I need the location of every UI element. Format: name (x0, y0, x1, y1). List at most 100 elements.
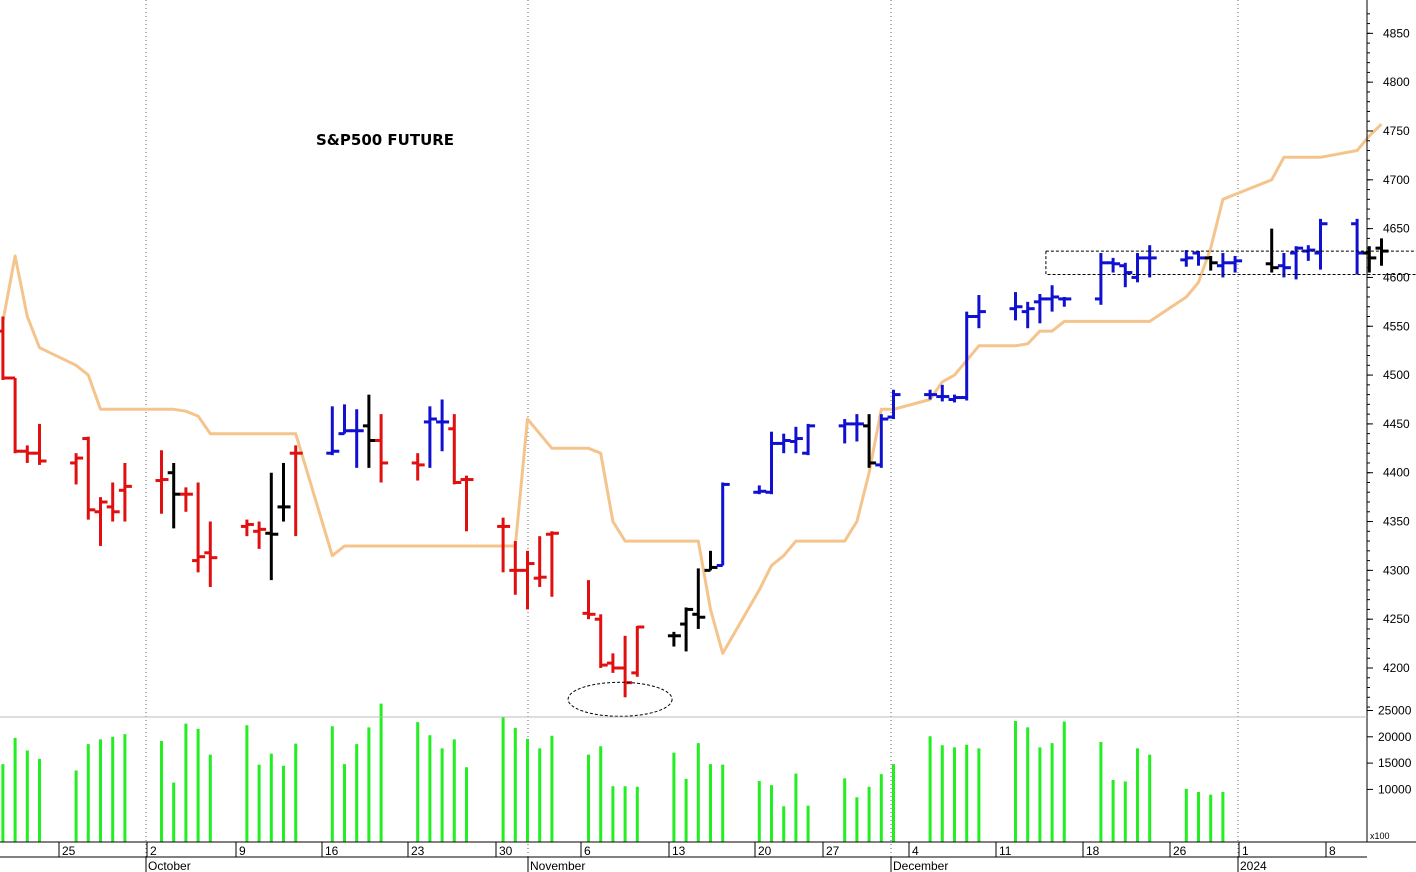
date-tick-label: 26 (1173, 844, 1187, 858)
ohlc-bar (1180, 250, 1194, 267)
date-tick-label: 25 (62, 844, 76, 858)
ohlc-bar (1351, 218, 1365, 275)
price-tick-label: 4200 (1383, 661, 1410, 675)
date-tick-label: 2 (150, 844, 157, 858)
month-label: October (148, 859, 191, 872)
ohlc-bar (1058, 296, 1072, 307)
ohlc-bar (9, 376, 23, 454)
ohlc-bar (338, 404, 352, 436)
ohlc-bar (582, 580, 596, 620)
ohlc-bar (1363, 246, 1377, 273)
date-tick-label: 1 (1242, 844, 1249, 858)
price-tick-label: 4800 (1383, 75, 1410, 89)
ohlc-bar (155, 450, 169, 514)
ohlc-bar (1302, 245, 1316, 261)
ohlc-bar (692, 568, 706, 629)
ohlc-bar (521, 550, 535, 610)
price-tick-label: 4250 (1383, 612, 1410, 626)
ohlc-bar (277, 462, 291, 522)
ohlc-bar (802, 423, 816, 456)
ohlc-bar (533, 536, 547, 587)
ohlc-bar (680, 607, 694, 652)
ohlc-bar (106, 482, 120, 522)
price-tick-label: 4650 (1383, 222, 1410, 236)
ohlc-bar (1204, 255, 1218, 271)
ohlc-bar (972, 295, 986, 329)
ma-series-line (1, 123, 1383, 655)
ohlc-bar (1314, 218, 1328, 270)
ohlc-bar (960, 311, 974, 401)
ohlc-bar (667, 631, 681, 647)
price-tick-label: 4750 (1383, 124, 1410, 138)
ohlc-bar (1046, 285, 1060, 312)
ohlc-bar (789, 426, 803, 454)
date-tick-label: 8 (1329, 844, 1336, 858)
ohlc-bar (863, 414, 877, 468)
volume-bars (1, 703, 1225, 842)
ohlc-bar (838, 419, 852, 444)
ohlc-bar (497, 517, 511, 573)
moving-average-line (1, 123, 1383, 655)
month-label: December (893, 859, 948, 872)
date-tick-label: 27 (826, 844, 840, 858)
ohlc-bar (1021, 301, 1035, 329)
volume-tick-label: 15000 (1378, 756, 1412, 770)
ohlc-bar (253, 521, 267, 549)
ohlc-bar (1094, 253, 1108, 305)
price-bars (0, 218, 1389, 698)
ohlc-bar (82, 436, 96, 520)
ohlc-bar (179, 487, 193, 512)
ohlc-bar (204, 521, 218, 587)
ohlc-bar (594, 614, 608, 668)
ohlc-bar (936, 384, 950, 402)
ohlc-bar (70, 453, 84, 485)
ohlc-bar (1192, 251, 1206, 266)
ohlc-bar (362, 394, 376, 468)
ohlc-bar (1143, 245, 1157, 278)
ohlc-bar (1216, 253, 1230, 278)
date-tick-label: 30 (499, 844, 513, 858)
ohlc-bar (606, 653, 620, 673)
ohlc-bar (411, 453, 425, 481)
ohlc-bar (545, 531, 559, 597)
ohlc-bar (94, 497, 108, 546)
date-tick-label: 18 (1086, 844, 1100, 858)
volume-tick-label: 10000 (1378, 782, 1412, 796)
ohlc-bar (753, 485, 767, 495)
date-tick-label: 6 (584, 844, 591, 858)
ohlc-bar (1375, 238, 1389, 266)
low-highlight-ellipse (567, 681, 673, 717)
chart-title: S&P500 FUTURE (316, 131, 454, 149)
ohlc-bar (1009, 292, 1023, 321)
ohlc-bar (1229, 255, 1243, 273)
ohlc-bar (887, 389, 901, 420)
ohlc-bar (1131, 253, 1145, 283)
ohlc-bar (619, 635, 633, 698)
ohlc-bar (240, 519, 254, 537)
price-tick-label: 4450 (1383, 417, 1410, 431)
ohlc-bar (0, 316, 10, 380)
price-tick-label: 4300 (1383, 563, 1410, 577)
annotations (567, 250, 1416, 717)
ohlc-bar (875, 414, 889, 468)
month-label: 2024 (1240, 859, 1267, 872)
ohlc-bar (631, 625, 645, 677)
ohlc-bar (704, 550, 718, 572)
volume-tick-label: 20000 (1378, 730, 1412, 744)
date-tick-label: 13 (672, 844, 686, 858)
date-tick-label: 16 (325, 844, 339, 858)
ohlc-bar (924, 389, 938, 400)
ohlc-bar (167, 462, 181, 529)
volume-unit-label: x100 (1370, 831, 1390, 841)
price-tick-label: 4600 (1383, 270, 1410, 284)
ohlc-bar (265, 472, 279, 581)
ohlc-bar (448, 414, 462, 485)
ohlc-bar (777, 433, 791, 454)
ohlc-bar (423, 406, 437, 468)
ohlc-bar (1277, 253, 1291, 278)
gridlines (145, 0, 1239, 872)
month-label: November (530, 859, 585, 872)
ohlc-bar (1033, 294, 1047, 324)
ohlc-bar (850, 414, 864, 442)
